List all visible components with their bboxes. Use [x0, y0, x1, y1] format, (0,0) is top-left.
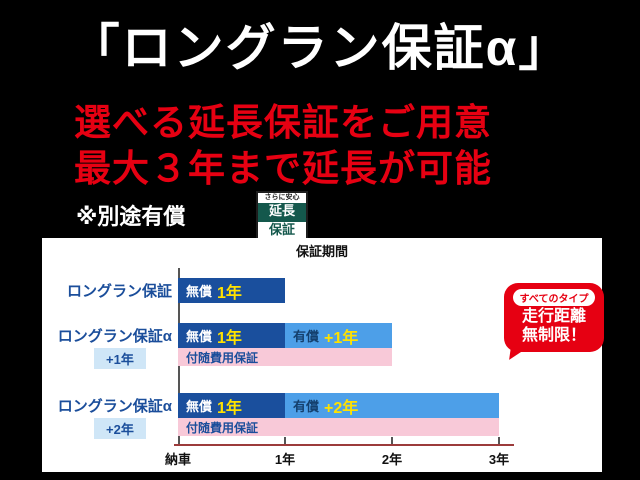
chart-title: 保証期間	[295, 244, 348, 259]
subtitle-line2: 最大３年まで延長が可能	[74, 148, 492, 189]
stamp-word-extend: 延長	[258, 203, 306, 222]
axis-tick-3y	[498, 437, 500, 444]
bar-incidental-row3: 付随費用保証	[178, 418, 499, 436]
badge-line1: 走行距離	[521, 308, 586, 325]
subtitle-line1: 選べる延長保証をご用意	[74, 102, 492, 143]
row-label-longrun-alpha-2y: ロングラン保証α	[57, 398, 172, 415]
badge-pill-label: すべてのタイプ	[512, 289, 596, 306]
bar-free-row3: 無償 1年	[178, 393, 285, 418]
row-label-longrun-alpha-1y: ロングラン保証α	[57, 328, 172, 345]
axis-label-2y: 2年	[381, 452, 403, 467]
extended-warranty-stamp-icon: さらに安心 延長 保証	[256, 191, 308, 242]
axis-label-1y: 1年	[274, 452, 296, 467]
badge-line2: 無制限！	[521, 327, 586, 344]
stamp-caption: さらに安心	[264, 194, 300, 201]
bar-free-value: 1年	[217, 399, 242, 417]
warranty-period-chart: 保証期間 ロングラン保証 無償 1年 ロングラン保証α +1年 無償 1年 有償…	[42, 238, 604, 472]
page-title: 「ロングラン保証α」	[69, 20, 571, 76]
bar-paid-row3: 有償 +2年	[285, 393, 499, 418]
badge-tail-icon	[509, 345, 527, 363]
bar-paid-value: +1年	[324, 329, 359, 347]
bar-free-value: 1年	[217, 329, 242, 347]
bar-free-row2: 無償 1年	[178, 323, 285, 348]
bar-paid-prefix: 有償	[293, 399, 320, 414]
chart-axis-horizontal	[174, 444, 514, 446]
bar-free-prefix: 無償	[186, 329, 213, 344]
bar-paid-row2: 有償 +1年	[285, 323, 392, 348]
bar-paid-value: +2年	[324, 399, 359, 417]
bar-incidental-row2: 付随費用保証	[178, 348, 392, 366]
axis-tick-1y	[284, 437, 286, 444]
row-sublabel-plus2y: +2年	[94, 418, 146, 439]
unlimited-mileage-badge: すべてのタイプ 走行距離 無制限！	[504, 283, 604, 363]
row-sublabel-plus1y: +1年	[94, 348, 146, 369]
axis-tick-2y	[391, 437, 393, 444]
bar-free-prefix: 無償	[186, 399, 213, 414]
bar-free-row1: 無償 1年	[178, 278, 285, 303]
bar-free-value: 1年	[217, 284, 242, 302]
bar-free-prefix: 無償	[186, 284, 213, 299]
row-label-longrun: ロングラン保証	[66, 283, 172, 300]
axis-label-delivery: 納車	[164, 452, 192, 467]
paid-option-note: ※別途有償	[76, 204, 186, 229]
bar-paid-prefix: 有償	[293, 329, 320, 344]
axis-label-3y: 3年	[488, 452, 510, 467]
stamp-word-warranty: 保証	[268, 221, 295, 237]
